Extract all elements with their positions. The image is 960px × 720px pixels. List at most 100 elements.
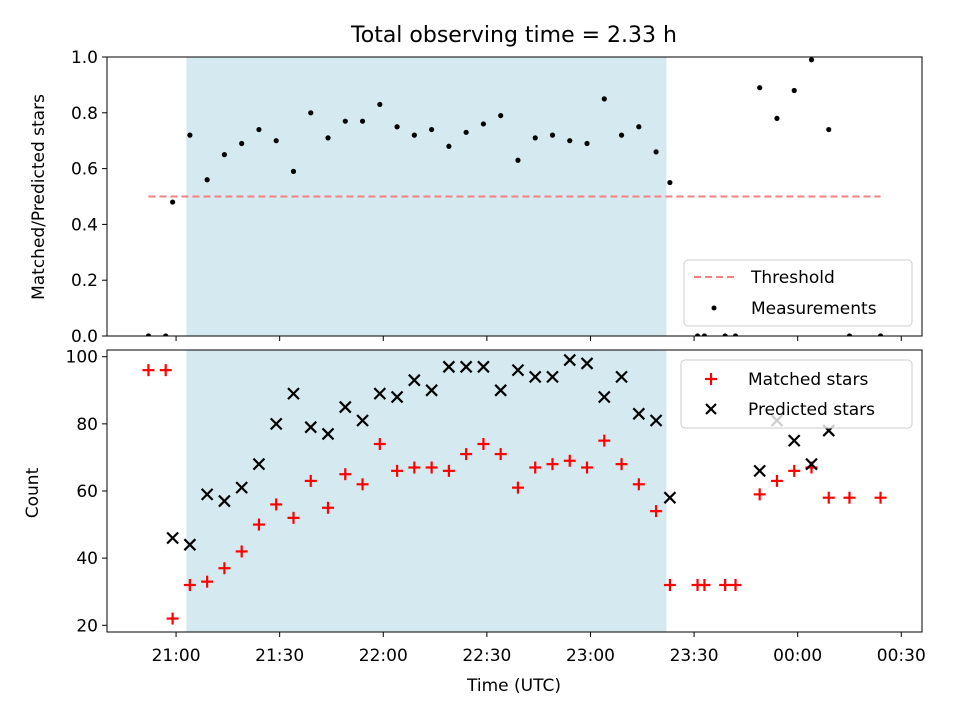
top-legend-box bbox=[683, 259, 913, 327]
measurement-point-24 bbox=[549, 132, 556, 138]
predicted-star-point-10 bbox=[339, 400, 352, 414]
matched-star-point-7 bbox=[252, 518, 265, 531]
measurement-point-2 bbox=[170, 199, 176, 205]
bottom-x-ticks: 21:00 21:30 22:00 22:30 23:00 23:30 00:00 00:30 bbox=[152, 632, 926, 666]
top-y-ticks: 0.0 0.2 0.4 0.6 0.8 1.0 bbox=[71, 48, 107, 347]
matched-star-point-20 bbox=[477, 438, 490, 450]
matched-star-point-8 bbox=[270, 498, 283, 511]
predicted-star-point-14 bbox=[408, 373, 421, 387]
matched-star-point-5 bbox=[218, 562, 231, 575]
measurement-point-21 bbox=[498, 112, 504, 119]
matched-star-point-18 bbox=[442, 464, 455, 477]
top-axes-frame bbox=[106, 56, 923, 337]
measurement-point-12 bbox=[342, 118, 348, 124]
bottom-ytick-label-0: 20 bbox=[76, 616, 98, 636]
matched-star-point-27 bbox=[598, 434, 611, 447]
predicted-stars-legend-swatch bbox=[705, 403, 717, 415]
predicted-star-point-5 bbox=[252, 457, 266, 471]
predicted-star-point-16 bbox=[442, 360, 456, 374]
predicted-star-point-32 bbox=[787, 434, 801, 447]
predicted-star-point-8 bbox=[304, 420, 318, 434]
measurement-point-37 bbox=[774, 115, 780, 121]
matched-star-point-33 bbox=[698, 579, 711, 591]
predicted-star-point-30 bbox=[753, 464, 766, 478]
measurement-point-0 bbox=[145, 333, 152, 336]
predicted-stars-legend-label: Predicted stars bbox=[748, 400, 875, 420]
matched-stars-legend-swatch bbox=[705, 373, 717, 385]
measurement-point-20 bbox=[480, 121, 487, 127]
predicted-star-point-17 bbox=[459, 360, 473, 374]
matched-star-point-29 bbox=[632, 478, 645, 491]
measurement-point-29 bbox=[636, 124, 642, 130]
xtick-label-7: 00:30 bbox=[877, 646, 926, 666]
bottom-y-axis-label: Count bbox=[23, 467, 43, 518]
measurement-point-28 bbox=[618, 132, 625, 138]
measurement-point-8 bbox=[273, 138, 279, 144]
measurement-point-32 bbox=[694, 333, 701, 336]
matched-star-point-31 bbox=[663, 579, 676, 591]
measurement-point-11 bbox=[325, 135, 331, 141]
matched-star-point-38 bbox=[788, 464, 801, 477]
top-legend: Threshold Measurements bbox=[683, 259, 913, 327]
predicted-star-point-4 bbox=[235, 481, 248, 494]
predicted-star-point-12 bbox=[373, 387, 387, 400]
predicted-star-point-26 bbox=[615, 370, 628, 384]
matched-star-point-14 bbox=[373, 438, 386, 450]
top-ytick-label-2: 0.4 bbox=[71, 215, 98, 235]
predicted-star-point-15 bbox=[425, 384, 438, 397]
measurement-point-22 bbox=[515, 157, 521, 163]
predicted-star-point-7 bbox=[287, 387, 300, 400]
threshold-legend-label: Threshold bbox=[750, 268, 835, 288]
predicted-star-point-25 bbox=[598, 390, 611, 404]
matched-star-point-3 bbox=[183, 579, 196, 591]
measurement-point-5 bbox=[221, 152, 228, 158]
top-x-ticks bbox=[175, 336, 902, 341]
xtick-label-0: 21:00 bbox=[152, 646, 201, 666]
matched-star-point-41 bbox=[843, 491, 856, 504]
matched-star-point-11 bbox=[322, 501, 335, 514]
measurements-legend-swatch bbox=[711, 305, 717, 311]
matched-star-point-35 bbox=[729, 579, 742, 591]
predicted-star-point-22 bbox=[546, 370, 559, 384]
matched-star-point-10 bbox=[304, 474, 317, 487]
bottom-legend-box bbox=[680, 359, 913, 429]
top-panel: 0.0 0.2 0.4 0.6 0.8 1.0 Total observing time … bbox=[29, 23, 923, 347]
xtick-label-6: 00:00 bbox=[773, 646, 822, 666]
measurement-point-16 bbox=[411, 132, 417, 138]
matched-star-point-4 bbox=[201, 575, 214, 588]
bottom-ytick-label-3: 80 bbox=[76, 415, 98, 435]
matched-star-point-6 bbox=[235, 545, 248, 558]
predicted-star-point-20 bbox=[511, 363, 525, 377]
measurement-point-30 bbox=[653, 149, 659, 155]
measurement-point-25 bbox=[567, 138, 573, 144]
xtick-label-3: 22:30 bbox=[462, 646, 511, 666]
x-axis-label: Time (UTC) bbox=[466, 676, 561, 696]
matched-star-point-25 bbox=[563, 454, 576, 467]
measurement-point-4 bbox=[204, 177, 210, 183]
matched-star-point-34 bbox=[719, 579, 732, 591]
bottom-ytick-label-1: 40 bbox=[76, 549, 98, 569]
predicted-star-point-18 bbox=[477, 360, 490, 374]
matched-star-point-15 bbox=[391, 464, 404, 477]
predicted-star-point-28 bbox=[649, 414, 663, 427]
measurement-point-7 bbox=[256, 126, 262, 133]
matched-star-point-26 bbox=[581, 461, 594, 474]
predicted-star-point-3 bbox=[218, 494, 231, 508]
matched-star-point-24 bbox=[546, 458, 559, 471]
top-y-axis-label: Matched/Predicted stars bbox=[29, 94, 49, 300]
measurement-point-15 bbox=[394, 124, 400, 130]
matched-star-point-1 bbox=[159, 364, 172, 377]
matched-star-point-13 bbox=[356, 478, 369, 491]
matched-star-point-2 bbox=[166, 612, 179, 625]
measurement-point-18 bbox=[446, 143, 452, 149]
xtick-label-1: 21:30 bbox=[255, 646, 304, 666]
measurement-point-31 bbox=[667, 179, 673, 186]
measurement-point-14 bbox=[377, 101, 383, 108]
chart-title: Total observing time = 2.33 h bbox=[350, 23, 677, 48]
measurement-point-40 bbox=[826, 126, 832, 133]
predicted-star-point-23 bbox=[563, 353, 577, 367]
xtick-label-2: 22:00 bbox=[359, 646, 408, 666]
matched-star-point-16 bbox=[408, 461, 421, 474]
measurement-point-6 bbox=[239, 140, 245, 147]
predicted-star-point-24 bbox=[580, 357, 594, 370]
